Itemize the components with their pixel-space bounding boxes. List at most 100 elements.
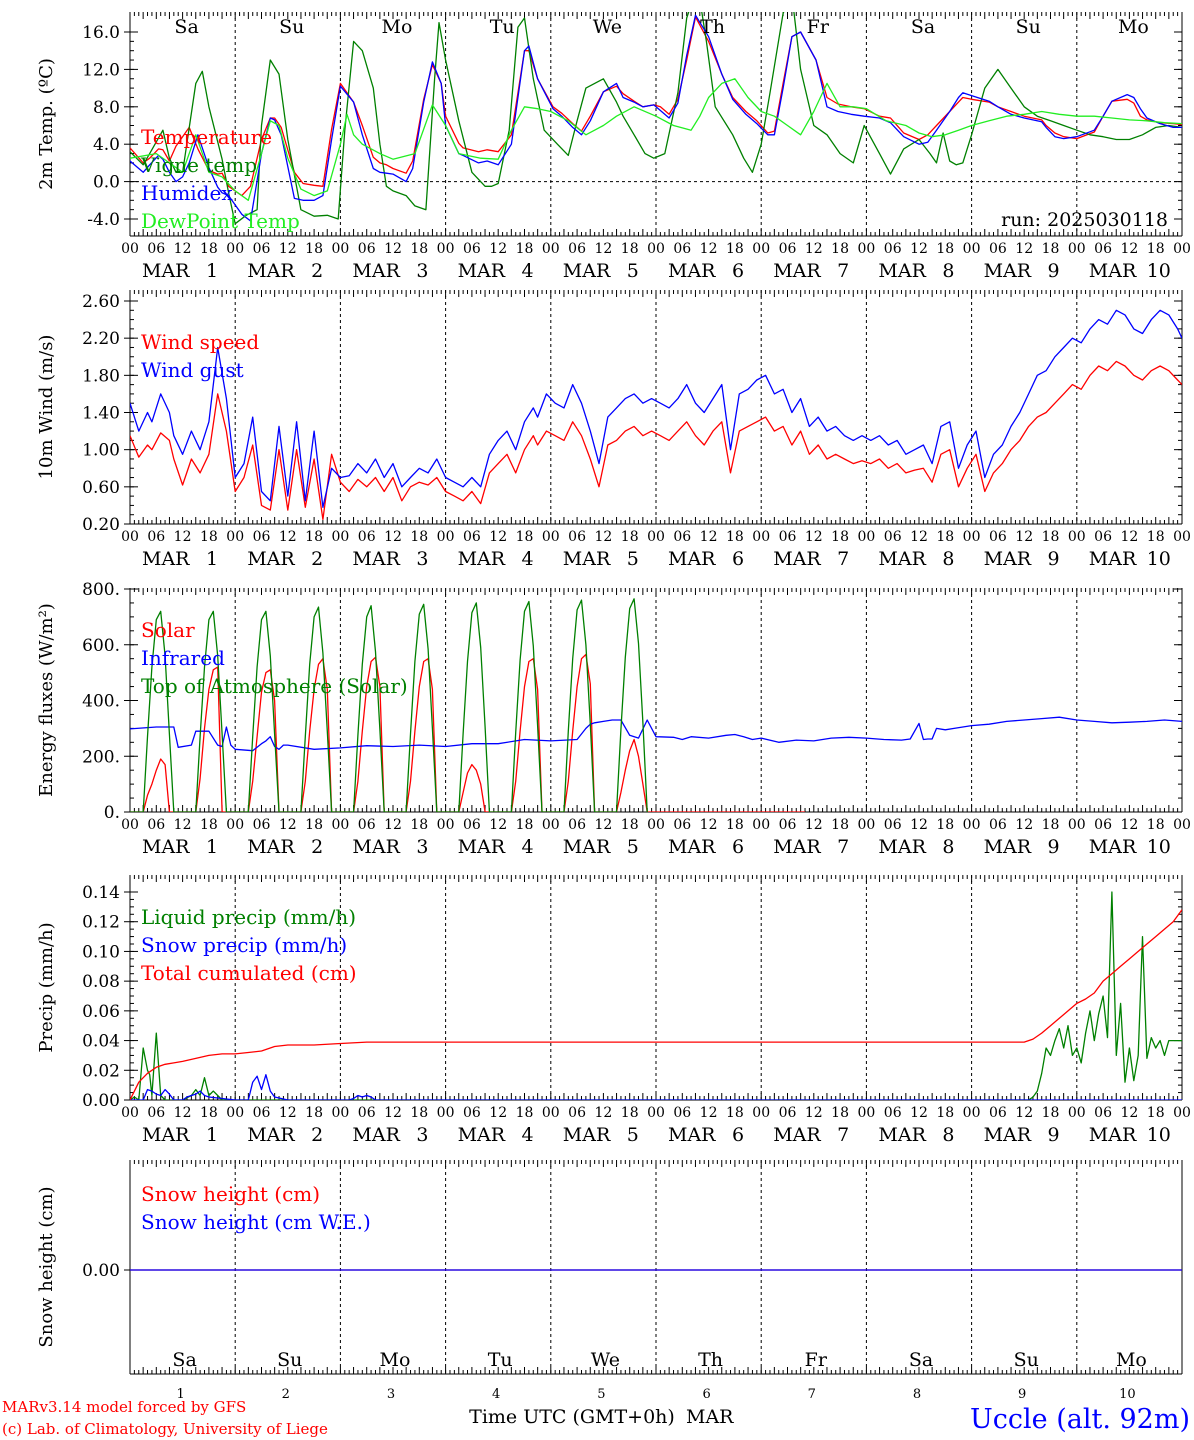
y-tick-label: 1.80 bbox=[82, 366, 120, 386]
x-day-label: 2 bbox=[311, 836, 323, 858]
x-hour-label: 00 bbox=[963, 1105, 981, 1121]
x-day-label: 3 bbox=[416, 548, 428, 570]
day-number-bottom: 8 bbox=[913, 1387, 921, 1402]
x-hour-label: 00 bbox=[1068, 1105, 1086, 1121]
x-hour-label: 12 bbox=[1120, 241, 1138, 257]
footer-model-credit: MARv3.14 model forced by GFS bbox=[2, 1398, 246, 1416]
x-month-label: MAR bbox=[878, 260, 926, 282]
y-tick-label: 600. bbox=[82, 636, 120, 656]
x-hour-label: 18 bbox=[1147, 1105, 1165, 1121]
x-hour-label: 00 bbox=[121, 1105, 139, 1121]
x-day-label: 6 bbox=[732, 260, 744, 282]
x-day-label: 6 bbox=[732, 1124, 744, 1146]
x-hour-label: 18 bbox=[516, 529, 534, 545]
x-hour-label: 18 bbox=[936, 817, 954, 833]
legend-wind-speed: Wind speed bbox=[141, 330, 259, 354]
x-hour-label: 12 bbox=[384, 1105, 402, 1121]
x-day-label: 1 bbox=[206, 836, 218, 858]
x-day-label: 1 bbox=[206, 548, 218, 570]
x-hour-label: 12 bbox=[910, 529, 928, 545]
footer-time-label: Time UTC (GMT+0h) bbox=[469, 1406, 675, 1428]
x-hour-label: 18 bbox=[200, 1105, 218, 1121]
x-hour-label: 00 bbox=[752, 1105, 770, 1121]
x-hour-label: 12 bbox=[700, 1105, 718, 1121]
x-month-label: MAR bbox=[247, 548, 295, 570]
weekday-label-bottom: Sa bbox=[909, 1349, 933, 1371]
x-day-label: 1 bbox=[206, 1124, 218, 1146]
weekday-label-bottom: Sa bbox=[172, 1349, 196, 1371]
x-hour-label: 00 bbox=[963, 241, 981, 257]
x-hour-label: 00 bbox=[752, 817, 770, 833]
x-hour-label: 00 bbox=[226, 529, 244, 545]
weekday-label-bottom: We bbox=[591, 1349, 620, 1371]
x-hour-label: 00 bbox=[437, 817, 455, 833]
x-hour-label: 12 bbox=[594, 817, 612, 833]
x-month-label: MAR bbox=[773, 1124, 821, 1146]
x-day-label: 6 bbox=[732, 548, 744, 570]
weekday-label: Th bbox=[700, 16, 725, 38]
x-hour-label: 06 bbox=[673, 817, 691, 833]
x-day-label: 4 bbox=[522, 1124, 534, 1146]
x-hour-label: 06 bbox=[1094, 1105, 1112, 1121]
weekday-label: Su bbox=[1016, 16, 1041, 38]
x-hour-label: 06 bbox=[358, 241, 376, 257]
series-group bbox=[130, 891, 1182, 1100]
x-hour-label: 12 bbox=[700, 529, 718, 545]
series-group bbox=[130, 12, 1182, 225]
x-hour-label: 12 bbox=[910, 241, 928, 257]
x-hour-label: 06 bbox=[147, 529, 165, 545]
x-month-label: MAR bbox=[247, 836, 295, 858]
x-month-label: MAR bbox=[458, 260, 506, 282]
x-day-label: 10 bbox=[1147, 548, 1171, 570]
series-line-dewpoint-temp bbox=[130, 78, 1182, 201]
y-tick-label: 0.04 bbox=[82, 1032, 120, 1052]
x-day-label: 3 bbox=[416, 1124, 428, 1146]
x-day-label: 10 bbox=[1147, 260, 1171, 282]
x-hour-label: 00 bbox=[226, 817, 244, 833]
x-hour-label: 18 bbox=[831, 1105, 849, 1121]
x-hour-label: 12 bbox=[489, 817, 507, 833]
run-label: run: 2025030118 bbox=[1001, 209, 1168, 231]
x-hour-label: 12 bbox=[700, 817, 718, 833]
x-day-label: 8 bbox=[942, 548, 954, 570]
x-hour-label: 06 bbox=[568, 529, 586, 545]
x-month-label: MAR bbox=[352, 836, 400, 858]
legend-temperature: Temperature bbox=[141, 125, 272, 149]
x-month-label: MAR bbox=[563, 1124, 611, 1146]
x-hour-label: 18 bbox=[831, 529, 849, 545]
x-hour-label: 06 bbox=[463, 529, 481, 545]
x-hour-label: 12 bbox=[594, 1105, 612, 1121]
x-month-label: MAR bbox=[878, 836, 926, 858]
series-group bbox=[130, 309, 1182, 521]
x-hour-label: 00 bbox=[857, 529, 875, 545]
x-day-label: 3 bbox=[416, 836, 428, 858]
y-tick-label: 800. bbox=[82, 580, 120, 600]
x-hour-label: 00 bbox=[1068, 817, 1086, 833]
y-tick-label: 2.60 bbox=[82, 292, 120, 312]
x-day-label: 9 bbox=[1048, 836, 1060, 858]
weekday-label: Mo bbox=[1118, 16, 1149, 38]
x-day-label: 6 bbox=[732, 836, 744, 858]
x-hour-label: 00 bbox=[963, 817, 981, 833]
x-hour-label: 18 bbox=[1042, 1105, 1060, 1121]
x-hour-label: 12 bbox=[910, 1105, 928, 1121]
x-hour-label: 00 bbox=[121, 529, 139, 545]
x-hour-label: 12 bbox=[489, 529, 507, 545]
panel-temp: 16.012.08.04.00.0-4.02m Temp. (ºC)00 06 12… bbox=[36, 12, 1191, 282]
legend-snow-height-cm-: Snow height (cm) bbox=[141, 1182, 320, 1206]
x-month-label: MAR bbox=[352, 548, 400, 570]
x-hour-label: 00 bbox=[542, 241, 560, 257]
x-hour-label: 00 bbox=[331, 529, 349, 545]
x-day-label: 10 bbox=[1147, 836, 1171, 858]
x-day-label: 9 bbox=[1048, 1124, 1060, 1146]
x-day-label: 7 bbox=[837, 1124, 849, 1146]
footer-month-label: MAR bbox=[686, 1406, 734, 1428]
weekday-label-bottom: Tu bbox=[488, 1349, 513, 1371]
x-month-label: MAR bbox=[773, 260, 821, 282]
x-day-label: 2 bbox=[311, 1124, 323, 1146]
panel-snow: 0.00 Snow height (cm) Snow height (cm) Snow… bbox=[36, 1160, 1183, 1402]
x-day-label: 5 bbox=[627, 548, 639, 570]
y-tick-label: 0.20 bbox=[82, 515, 120, 535]
x-hour-label: 18 bbox=[200, 817, 218, 833]
